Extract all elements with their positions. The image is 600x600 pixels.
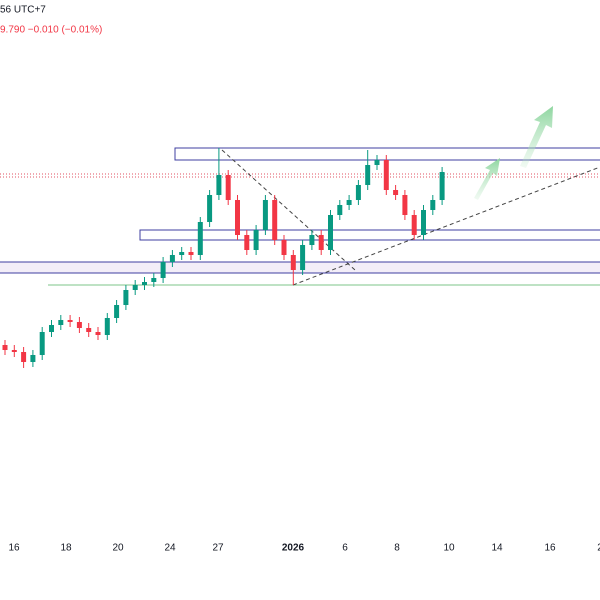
candle-body — [188, 252, 194, 255]
candle-body — [300, 245, 306, 270]
candle-body — [95, 332, 101, 335]
candle-body — [114, 305, 120, 318]
x-tick-label: 2 — [597, 543, 600, 554]
candle-body — [30, 355, 36, 362]
candle-body — [365, 165, 371, 185]
candle-body — [290, 255, 296, 270]
support-zone — [139, 229, 600, 241]
arrow — [520, 106, 553, 168]
candle-body — [11, 350, 17, 352]
candle-body — [2, 345, 8, 350]
annotations — [0, 106, 600, 286]
candle-body — [21, 352, 27, 362]
candle-body — [402, 195, 408, 215]
candle-body — [225, 175, 231, 200]
x-tick-label: 16 — [8, 543, 20, 554]
x-tick-label: 10 — [443, 543, 455, 554]
candle-body — [104, 318, 110, 335]
candle-body — [430, 200, 436, 210]
candle-body — [151, 278, 157, 282]
candle-body — [328, 215, 333, 250]
candle-body — [355, 185, 361, 200]
clock: 56 UTC+7 — [0, 5, 46, 16]
candle-body — [281, 240, 287, 255]
candle-body — [207, 195, 213, 222]
candle-body — [197, 222, 203, 255]
candle-body — [49, 325, 54, 332]
candle-body — [179, 252, 185, 255]
candle-body — [235, 200, 240, 235]
candle-body — [58, 320, 64, 325]
candle-body — [132, 285, 138, 290]
candle-body — [160, 262, 166, 278]
candle-body — [169, 255, 175, 262]
x-tick-label: 27 — [212, 543, 224, 554]
candle-body — [309, 235, 315, 245]
candle-body — [76, 322, 82, 328]
x-tick-label: 16 — [544, 543, 556, 554]
x-tick-label: 2026 — [282, 543, 305, 554]
candle-body — [337, 205, 343, 215]
demand-zone — [0, 261, 600, 274]
resistance-zone — [174, 147, 600, 161]
candle-body — [393, 190, 399, 195]
x-tick-label: 20 — [112, 543, 124, 554]
trend-line — [292, 166, 600, 286]
candle-body — [421, 210, 426, 235]
x-tick-label: 24 — [164, 543, 176, 554]
x-tick-label: 14 — [491, 543, 503, 554]
x-tick-label: 8 — [394, 543, 400, 554]
quote: 9.790 −0.010 (−0.01%) — [0, 25, 102, 36]
candle-body — [439, 172, 445, 200]
arrow — [474, 158, 500, 200]
candle-body — [142, 282, 147, 285]
candle-body — [123, 290, 129, 305]
candle-body — [67, 320, 73, 322]
candle-body — [272, 200, 278, 240]
candle-body — [383, 160, 389, 190]
candle-body — [86, 328, 92, 332]
candle-body — [262, 200, 268, 230]
x-tick-label: 18 — [60, 543, 72, 554]
candle-body — [39, 332, 45, 355]
x-tick-label: 6 — [342, 543, 348, 554]
candle-body — [253, 230, 259, 250]
candle-body — [374, 160, 380, 165]
candle-body — [411, 215, 417, 235]
candle-body — [216, 175, 222, 195]
candle-body — [318, 235, 324, 250]
candle-body — [346, 200, 352, 205]
candle-body — [244, 235, 250, 250]
trend-line — [221, 149, 356, 271]
